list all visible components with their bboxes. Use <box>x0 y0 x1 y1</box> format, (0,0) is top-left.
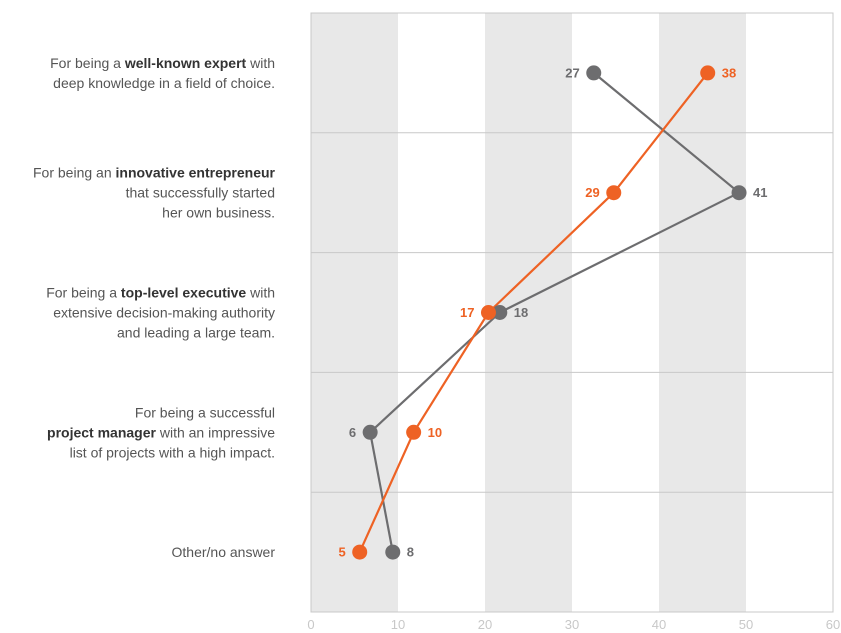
category-label-line: project manager with an impressive <box>47 424 275 440</box>
x-tick-label: 50 <box>739 617 753 632</box>
data-point <box>492 305 508 320</box>
data-label: 18 <box>514 305 528 320</box>
category-label: Other/no answer <box>172 544 276 560</box>
data-point <box>352 544 368 560</box>
shaded-band <box>659 13 746 612</box>
data-label: 17 <box>460 305 474 320</box>
category-label: For being an innovative entrepreneur that… <box>33 165 276 221</box>
plot-frame <box>310 12 834 613</box>
data-point <box>362 424 378 440</box>
category-label-line: deep knowledge in a field of choice. <box>53 75 275 91</box>
category-labels: For being a well-known expert with deep k… <box>33 55 276 560</box>
category-label-line: that successfully started <box>126 185 275 201</box>
category-label-line: her own business. <box>162 205 275 221</box>
data-label: 8 <box>407 545 414 560</box>
data-labels: 27 41 18 6 8 38 29 17 10 5 <box>338 65 767 559</box>
data-point <box>731 185 747 201</box>
data-point <box>480 305 496 320</box>
data-label: 27 <box>565 65 579 80</box>
x-tick-label: 60 <box>826 617 840 632</box>
points-group <box>352 65 747 560</box>
gridlines <box>311 132 833 493</box>
data-label: 38 <box>722 65 736 80</box>
category-label-line: For being a well-known expert with <box>50 55 275 71</box>
data-point <box>586 65 602 81</box>
category-label-line: For being a successful <box>135 404 275 420</box>
category-label-line: and leading a large team. <box>117 325 275 341</box>
data-point <box>385 544 401 560</box>
x-axis-ticks: 0 10 20 30 40 50 60 <box>307 617 840 632</box>
category-label: For being a successful project manager wi… <box>47 404 275 460</box>
data-label: 41 <box>753 185 767 200</box>
x-tick-label: 10 <box>391 617 405 632</box>
x-tick-label: 40 <box>652 617 666 632</box>
data-label: 5 <box>338 545 345 560</box>
data-label: 29 <box>585 185 599 200</box>
data-label: 10 <box>428 425 442 440</box>
category-label: For being a well-known expert with deep k… <box>50 55 275 91</box>
shaded-bands <box>311 13 746 612</box>
category-label: For being a top-level executive with exte… <box>46 285 275 341</box>
x-tick-label: 0 <box>307 617 314 632</box>
data-point <box>606 185 622 201</box>
x-tick-label: 20 <box>478 617 492 632</box>
x-tick-label: 30 <box>565 617 579 632</box>
category-label-line: For being an innovative entrepreneur <box>33 165 276 181</box>
category-label-line: list of projects with a high impact. <box>70 444 275 460</box>
data-label: 6 <box>349 425 356 440</box>
category-label-line: extensive decision-making authority <box>53 305 275 321</box>
shaded-band <box>311 13 398 612</box>
category-label-line: Other/no answer <box>172 544 276 560</box>
data-point <box>700 65 716 81</box>
category-label-line: For being a top-level executive with <box>46 285 275 301</box>
data-point <box>406 424 422 440</box>
